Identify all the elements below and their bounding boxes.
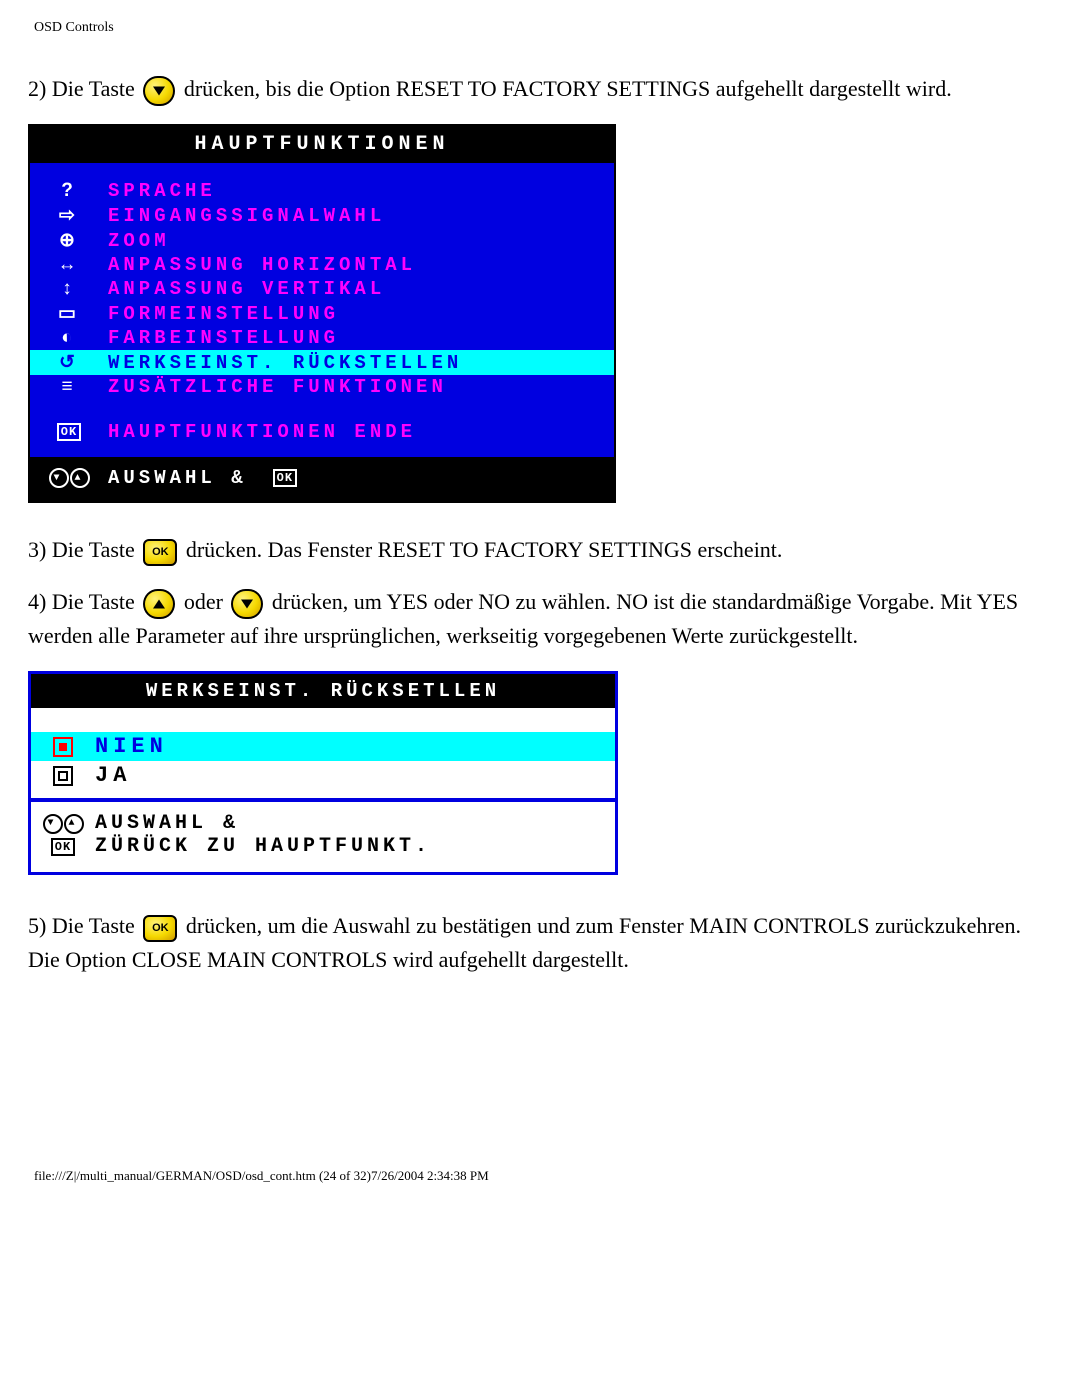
input-icon: ⇨ bbox=[59, 204, 79, 227]
step-4-text-c: drücken, um YES oder NO zu wählen. NO is… bbox=[28, 589, 1018, 648]
horizontal-icon: ↔ bbox=[58, 254, 81, 276]
osd2-option-no[interactable]: NIEN bbox=[31, 732, 615, 761]
step-5-text-a: 5) Die Taste bbox=[28, 913, 140, 938]
osd-item-input[interactable]: ⇨EINGANGSSIGNALWAHL bbox=[30, 203, 614, 228]
extra-icon: ≡ bbox=[61, 376, 76, 398]
osd-item-vertical[interactable]: ↕ANPASSUNG VERTIKAL bbox=[30, 277, 614, 301]
step-3-text-b: drücken. Das Fenster RESET TO FACTORY SE… bbox=[186, 537, 783, 562]
ok-glyph-icon: OK bbox=[273, 469, 297, 487]
down-button-icon bbox=[143, 76, 175, 106]
step-2-text-b: drücken, bis die Option RESET TO FACTORY… bbox=[184, 76, 952, 101]
osd-reset-dialog: WERKSEINST. RÜCKSETLLEN NIEN JA ▼▲ AUSWA… bbox=[28, 671, 618, 875]
reset-icon: ↺ bbox=[59, 351, 79, 374]
page-header: OSD Controls bbox=[34, 20, 1052, 36]
osd-item-zoom[interactable]: ⊕ZOOM bbox=[30, 228, 614, 253]
osd2-option-yes[interactable]: JA bbox=[31, 761, 615, 790]
step-3: 3) Die Taste drücken. Das Fenster RESET … bbox=[28, 533, 1052, 567]
ok-glyph-icon: OK bbox=[51, 838, 75, 856]
step-2-text-a: 2) Die Taste bbox=[28, 76, 140, 101]
updown-icon: ▼▲ bbox=[43, 814, 84, 834]
step-4: 4) Die Taste oder drücken, um YES oder N… bbox=[28, 585, 1052, 653]
ok-glyph-icon: OK bbox=[57, 423, 81, 441]
step-3-text-a: 3) Die Taste bbox=[28, 537, 140, 562]
ok-button-icon bbox=[143, 539, 177, 566]
osd2-footer: ▼▲ AUSWAHL & OK ZÜRÜCK ZU HAUPTFUNKT. bbox=[31, 802, 615, 872]
osd-item-reset[interactable]: ↺WERKSEINST. RÜCKSTELLEN bbox=[30, 350, 614, 375]
ok-button-icon bbox=[143, 915, 177, 942]
step-4-text-b: oder bbox=[184, 589, 229, 614]
osd-title: HAUPTFUNKTIONEN bbox=[30, 126, 614, 163]
osd-item-sprache[interactable]: ?SPRACHE bbox=[30, 179, 614, 203]
vertical-icon: ↕ bbox=[62, 278, 76, 300]
osd-body: ?SPRACHE ⇨EINGANGSSIGNALWAHL ⊕ZOOM ↔ANPA… bbox=[30, 163, 614, 457]
osd-item-color[interactable]: ◐FARBEINSTELLUNG bbox=[30, 326, 614, 350]
step-4-text-a: 4) Die Taste bbox=[28, 589, 140, 614]
updown-icon: ▼▲ bbox=[49, 468, 90, 488]
language-icon: ? bbox=[61, 180, 77, 202]
shape-icon: ▭ bbox=[58, 302, 80, 325]
color-icon: ◐ bbox=[61, 327, 76, 349]
radio-selected-icon bbox=[53, 737, 73, 757]
osd-status-bar: ▼▲ AUSWAHL & OK bbox=[30, 457, 614, 501]
up-button-icon bbox=[143, 589, 175, 619]
osd-main-menu: HAUPTFUNKTIONEN ?SPRACHE ⇨EINGANGSSIGNAL… bbox=[28, 124, 616, 503]
osd-item-shape[interactable]: ▭FORMEINSTELLUNG bbox=[30, 301, 614, 326]
osd2-title: WERKSEINST. RÜCKSETLLEN bbox=[31, 674, 615, 708]
page-footer: file:///Z|/multi_manual/GERMAN/OSD/osd_c… bbox=[34, 1168, 1052, 1198]
osd-item-close[interactable]: OKHAUPTFUNKTIONEN ENDE bbox=[30, 399, 614, 445]
step-5: 5) Die Taste drücken, um die Auswahl zu … bbox=[28, 909, 1052, 977]
radio-unselected-icon bbox=[53, 766, 73, 786]
zoom-icon: ⊕ bbox=[59, 229, 79, 252]
step-2: 2) Die Taste drücken, bis die Option RES… bbox=[28, 72, 1052, 106]
down-button-icon bbox=[231, 589, 263, 619]
osd-item-extra[interactable]: ≡ZUSÄTZLICHE FUNKTIONEN bbox=[30, 375, 614, 399]
osd-item-horizontal[interactable]: ↔ANPASSUNG HORIZONTAL bbox=[30, 253, 614, 277]
